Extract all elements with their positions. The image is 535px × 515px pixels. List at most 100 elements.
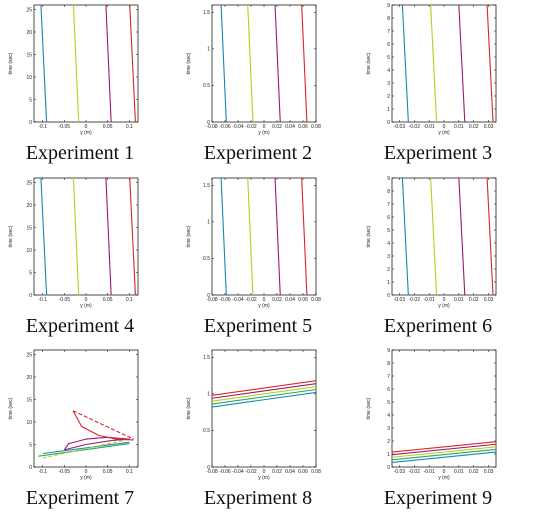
plot-frame [33,177,139,296]
series-line-3 [105,178,112,295]
x-tick-label: 0.01 [454,124,464,130]
plot-frame [211,177,317,296]
series-line-3 [274,178,281,295]
x-tick-label: -0.03 [394,124,406,130]
y-tick-label: 4 [387,68,390,74]
series-line-3 [42,438,130,459]
x-tick-label: 0.1 [126,124,133,130]
y-tick-label: 15 [26,397,32,403]
y-tick-label: 5 [29,97,32,103]
x-tick-label: 0 [85,297,88,303]
y-tick-label: 0 [29,120,32,126]
x-tick-label: -0.05 [59,124,71,130]
x-tick-label: 0.05 [103,124,113,130]
y-tick-label: 0.5 [203,256,210,262]
series-group [401,178,494,295]
y-tick-label: 5 [29,270,32,276]
experiment-caption: Experiment 2 [203,142,313,164]
experiment-panel-3: -0.03 -0.02 -0.01 0 0.01 0.02 0.03 0 1 2 3 4 5 6 7 8 9 y … [358,0,533,170]
chart-svg: -0.08 -0.06 -0.04 -0.02 0 0.02 0.04 0.06 0.08 0 0.… [186,349,321,481]
x-tick-label: 0.02 [272,297,282,303]
series-group [40,5,136,122]
series-line-2 [212,383,316,399]
experiment-caption: Experiment 4 [25,315,135,337]
experiment-caption: Experiment 7 [25,487,135,509]
series-line-2 [72,178,80,295]
experiment-panel-8: -0.08 -0.06 -0.04 -0.02 0 0.02 0.04 0.06 0.08 0 0.… [178,345,353,515]
series-line-5 [72,410,134,441]
series-line-1 [392,441,496,453]
x-tick-label: 0 [85,124,88,130]
y-tick-label: 25 [26,7,32,13]
y-tick-label: 0 [387,120,390,126]
y-axis-label: time (sec) [186,52,192,74]
y-tick-label: 20 [26,375,32,381]
y-tick-label: 2 [387,94,390,100]
series-line-2 [430,178,438,295]
x-tick-label: 0.02 [272,469,282,475]
series-line-1 [212,380,316,396]
series-group [220,178,308,295]
y-axis-label: time (sec) [186,397,192,419]
y-axis-label: time (sec) [8,52,14,74]
chart-svg: -0.08 -0.06 -0.04 -0.02 0 0.02 0.04 0.06 0.08 0 0.… [186,177,321,309]
x-tick-label: 0.1 [126,297,133,303]
y-tick-label: 5 [387,228,390,234]
y-tick-label: 0 [207,120,210,126]
series-line-1 [42,441,130,455]
y-tick-label: 20 [26,203,32,209]
y-tick-label: 1 [387,107,390,113]
y-tick-label: 10 [26,75,32,81]
series-line-2 [72,5,80,122]
y-tick-label: 15 [26,225,32,231]
x-tick-label: 0.01 [454,469,464,475]
x-tick-label: 0.04 [285,469,295,475]
y-tick-label: 7 [387,29,390,35]
series-line-4 [301,178,308,295]
x-tick-label: -0.01 [423,297,435,303]
x-tick-label: 0 [443,469,446,475]
y-tick-label: 8 [387,189,390,195]
y-tick-label: 1 [207,47,210,53]
x-tick-label: -0.02 [245,469,257,475]
x-tick-label: 0 [443,124,446,130]
plot-frame [391,177,497,296]
series-line-4 [486,5,494,122]
experiment-caption: Experiment 6 [383,315,493,337]
x-tick-label: -0.04 [232,297,244,303]
x-tick-label: -0.1 [38,297,47,303]
x-tick-label: -0.04 [232,124,244,130]
y-tick-label: 0 [387,293,390,299]
x-tick-label: 0.03 [484,297,494,303]
y-axis-label: time (sec) [8,397,14,419]
y-tick-label: 5 [29,442,32,448]
x-tick-label: 0.06 [298,469,308,475]
y-axis-label: time (sec) [366,225,372,247]
x-tick-label: 0.04 [285,124,295,130]
y-tick-label: 2 [387,439,390,445]
y-tick-label: 1.5 [203,355,210,361]
series-line-2 [430,5,438,122]
series-line-1 [401,178,409,295]
plot-frame [33,4,139,123]
experiment-caption: Experiment 1 [25,142,135,164]
series-line-1 [40,5,48,122]
x-tick-label: -0.08 [206,469,218,475]
x-axis-label: y (m) [80,475,92,481]
y-tick-label: 0 [29,465,32,471]
chart-svg: -0.03 -0.02 -0.01 0 0.01 0.02 0.03 0 1 2 3 4 5 6 7 8 9 y … [366,176,497,309]
series-line-5 [392,451,496,463]
x-axis-label: y (m) [438,475,450,481]
y-tick-label: 6 [387,42,390,48]
series-line-1 [220,5,227,122]
y-axis-label: time (sec) [186,225,192,247]
y-tick-label: 6 [387,387,390,393]
series-line-4 [129,5,136,122]
x-axis-label: y (m) [438,130,450,136]
y-tick-label: 2 [387,267,390,273]
series-line-6 [72,410,134,440]
series-group [38,410,134,459]
x-tick-label: -0.01 [423,469,435,475]
series-line-2 [247,5,254,122]
chart-svg: -0.1 -0.05 0 0.05 0.1 0 5 10 15 20 25 y (m) time (se… [8,349,139,481]
